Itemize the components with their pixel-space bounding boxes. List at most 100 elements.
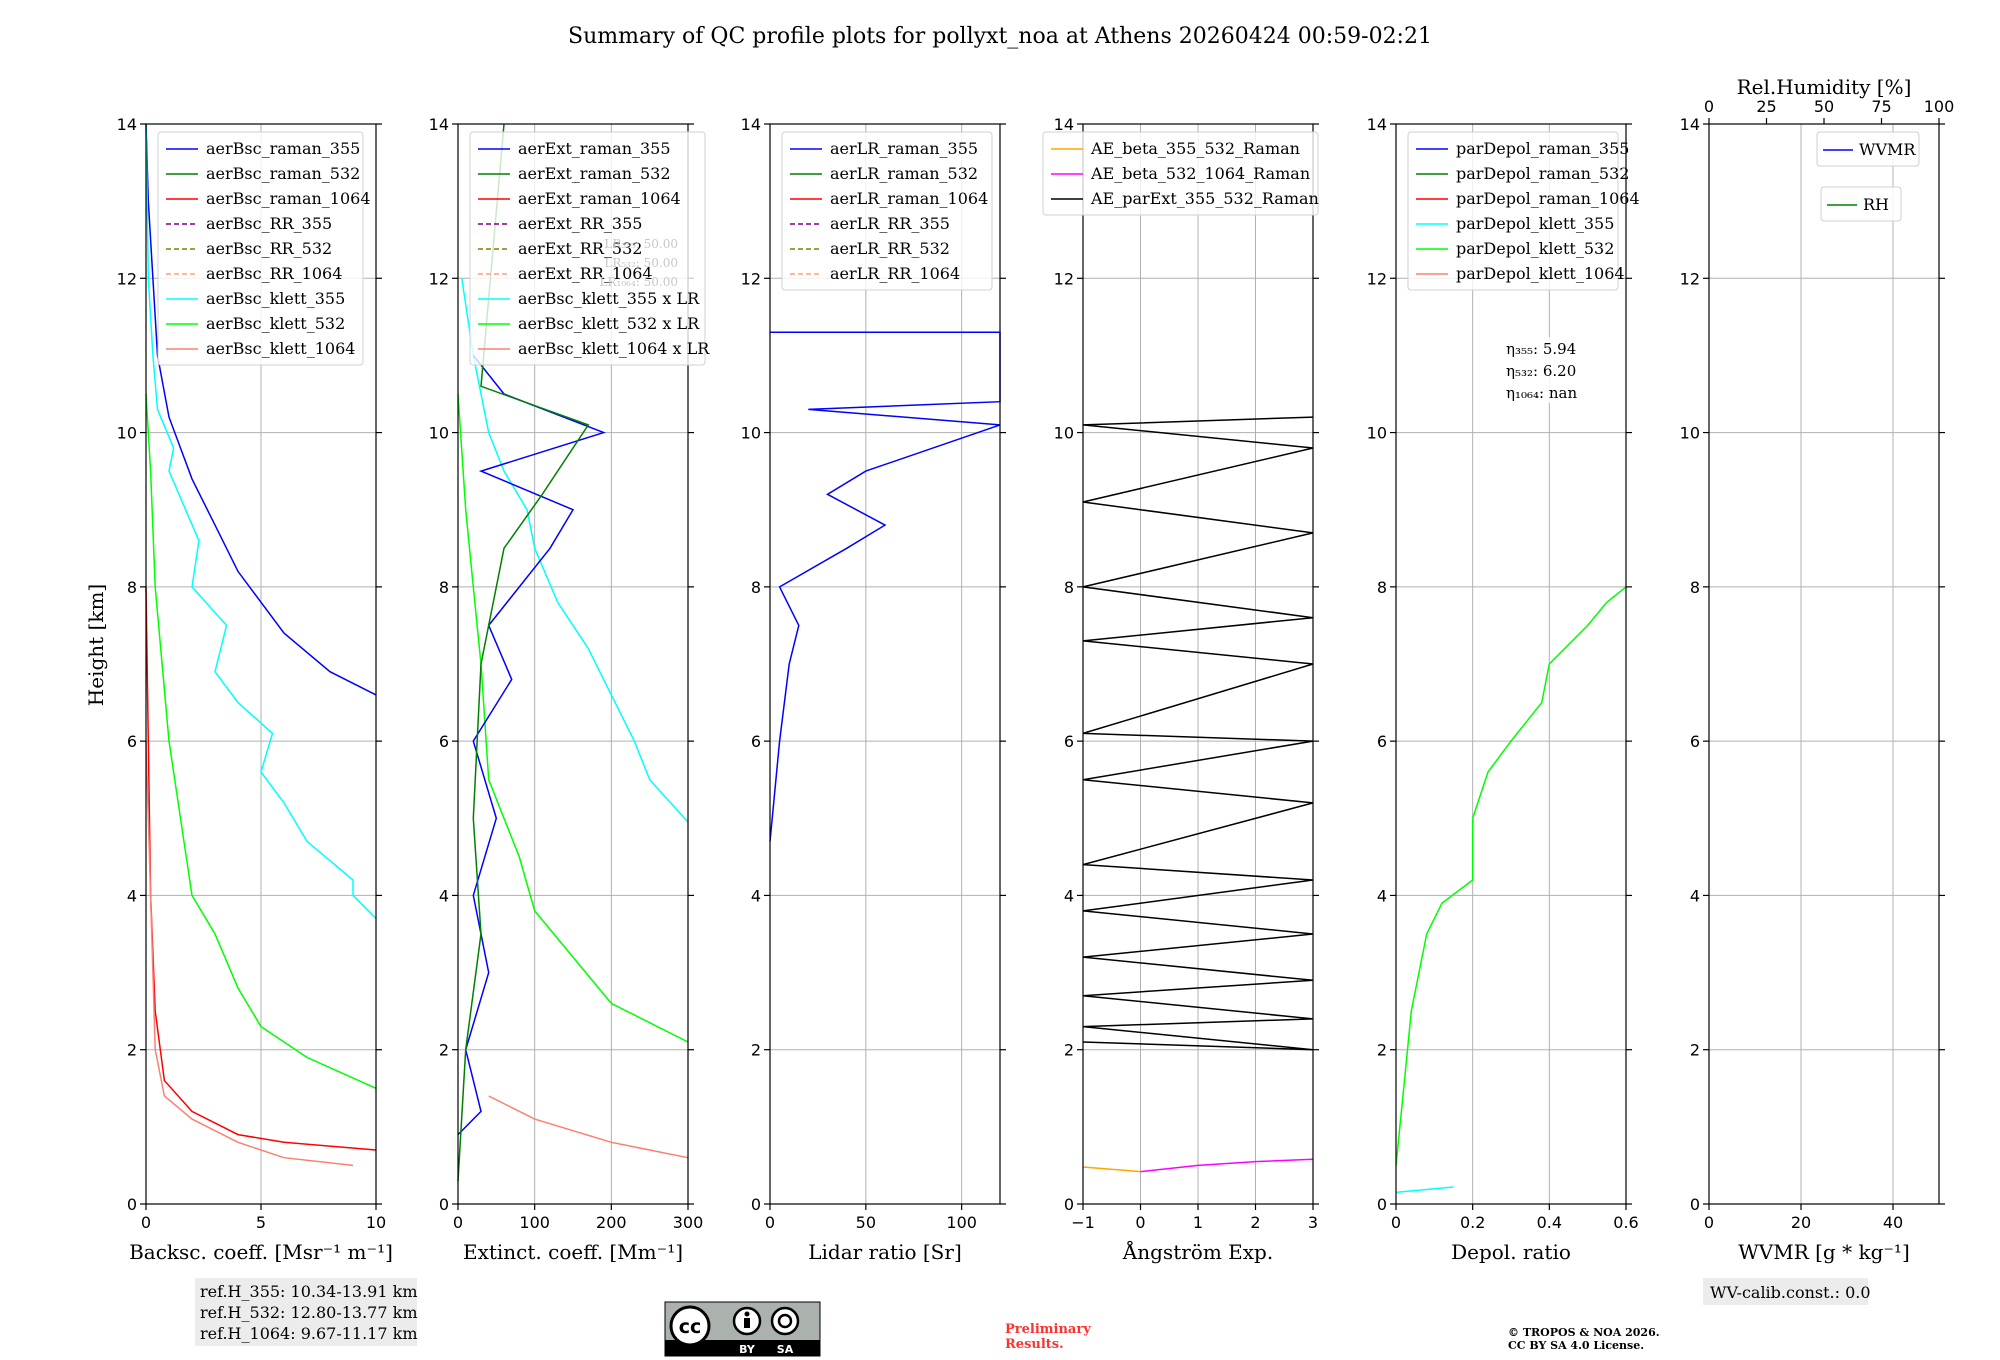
- x-axis-label: Depol. ratio: [1451, 1240, 1571, 1264]
- x-tick-label: 50: [856, 1213, 876, 1232]
- y-tick-label: 2: [439, 1041, 449, 1060]
- legend-label: aerLR_raman_1064: [830, 189, 988, 208]
- preliminary-text: Preliminary: [1005, 1322, 1091, 1337]
- legend-box: [469, 131, 706, 366]
- x-tick-label: 0: [1704, 1213, 1714, 1232]
- legend-label: aerBsc_klett_532 x LR: [518, 314, 700, 333]
- x-tick-label: 20: [1791, 1213, 1811, 1232]
- x-tick-label: 300: [673, 1213, 704, 1232]
- legend: parDepol_raman_355 parDepol_raman_532 parD…: [1407, 131, 1640, 291]
- legend-label: WVMR: [1859, 140, 1916, 159]
- y-tick-label: 6: [439, 732, 449, 751]
- y-tick-label: 4: [127, 886, 137, 905]
- y-tick-label: 2: [1377, 1041, 1387, 1060]
- y-tick-label: 12: [429, 269, 449, 288]
- axes-frame: [1395, 123, 1627, 1205]
- x-tick-label: 100: [946, 1213, 977, 1232]
- legend-label: aerBsc_klett_1064: [206, 339, 355, 358]
- legend-label: aerExt_RR_532: [518, 239, 642, 258]
- y-tick-label: 10: [1054, 424, 1074, 443]
- series-AE_beta_532_1064_Raman: [1140, 1158, 1314, 1173]
- x-tick-label: 3: [1308, 1213, 1318, 1232]
- y-tick-label: 10: [741, 424, 761, 443]
- y-tick-label: 0: [751, 1195, 761, 1214]
- ref-line-532: ref.H_532: 12.80-13.77 km: [200, 1303, 418, 1322]
- x-tick-label: 0: [453, 1213, 463, 1232]
- x-tick-label: 0.2: [1460, 1213, 1485, 1232]
- axes-frame: [769, 123, 1001, 1205]
- x-tick-label: 0: [1391, 1213, 1401, 1232]
- y-tick-label: 14: [117, 115, 137, 134]
- top-x-tick-label: 25: [1756, 97, 1776, 116]
- ref-line-1064: ref.H_1064: 9.67-11.17 km: [200, 1324, 418, 1343]
- legend-WVMR: WVMR: [1816, 131, 1920, 167]
- eta-label: η₃₅₅: 5.94: [1506, 340, 1576, 358]
- legend: aerLR_raman_355 aerLR_raman_532 aerLR_rama…: [781, 131, 993, 291]
- series-aerBsc_klett_1064 x LR: [488, 1095, 689, 1159]
- x-tick-label: 10: [366, 1213, 386, 1232]
- y-tick-label: 0: [439, 1195, 449, 1214]
- y-axis-label: Height [km]: [84, 584, 108, 706]
- y-tick-label: 4: [1064, 886, 1074, 905]
- y-tick-label: 12: [1367, 269, 1387, 288]
- top-x-tick-label: 50: [1814, 97, 1834, 116]
- copyright-line-2: CC BY SA 4.0 License.: [1508, 1339, 1644, 1352]
- top-axis-label: Rel.Humidity [%]: [1737, 75, 1912, 99]
- y-tick-label: 8: [1690, 578, 1700, 597]
- y-tick-label: 2: [1690, 1041, 1700, 1060]
- legend-box: [157, 131, 364, 366]
- x-axis-label: Ångström Exp.: [1122, 1239, 1273, 1264]
- x-axis-label: Extinct. coeff. [Mm⁻¹]: [463, 1240, 683, 1264]
- y-tick-label: 6: [1377, 732, 1387, 751]
- y-tick-label: 14: [1367, 115, 1387, 134]
- y-tick-label: 6: [127, 732, 137, 751]
- legend-label: aerLR_RR_1064: [830, 264, 960, 283]
- legend-label: aerExt_raman_1064: [518, 189, 681, 208]
- y-tick-label: 10: [117, 424, 137, 443]
- legend-label: aerExt_RR_1064: [518, 264, 653, 283]
- panel-depol: 0 2 4 6 8 10 12 14 0 0.2 0.4 0.6 Depol. ratio parDepo…: [1367, 115, 1640, 1264]
- legend-label: parDepol_raman_1064: [1456, 189, 1640, 208]
- series-AE_parExt_355_532_Raman: [1082, 416, 1314, 1051]
- eta-label: η₅₃₂: 6.20: [1506, 362, 1576, 380]
- y-tick-label: 8: [1377, 578, 1387, 597]
- y-tick-label: 10: [1680, 424, 1700, 443]
- y-tick-label: 4: [439, 886, 449, 905]
- legend-label: parDepol_raman_355: [1456, 139, 1629, 158]
- legend-box: [1042, 131, 1319, 216]
- legend-label: aerBsc_RR_355: [206, 214, 332, 233]
- x-tick-label: 0: [141, 1213, 151, 1232]
- legend-label: aerBsc_raman_355: [206, 139, 360, 158]
- y-tick-label: 10: [429, 424, 449, 443]
- eta-bg: [1501, 337, 1601, 403]
- legend-label: AE_beta_355_532_Raman: [1090, 139, 1300, 158]
- sa-icon: [770, 1306, 800, 1336]
- x-tick-label: 0.4: [1537, 1213, 1562, 1232]
- series-aerLR_raman_355: [769, 331, 1001, 842]
- wv-calib-box: WV-calib.const.: 0.0: [1703, 1278, 1871, 1305]
- y-tick-label: 4: [1690, 886, 1700, 905]
- legend-label: aerBsc_raman_532: [206, 164, 360, 183]
- legend-label: aerBsc_klett_532: [206, 314, 345, 333]
- x-tick-label: 2: [1250, 1213, 1260, 1232]
- legend-RH: RH: [1820, 186, 1902, 222]
- lr-annotation: LR₅₃₂: 50.00: [604, 256, 678, 270]
- series-aerBsc_klett_355 x LR: [461, 278, 689, 823]
- y-tick-label: 2: [751, 1041, 761, 1060]
- copyright-line-1: © TROPOS & NOA 2026.: [1508, 1326, 1660, 1339]
- axes-frame: [457, 123, 689, 1205]
- y-tick-label: 14: [429, 115, 449, 134]
- x-tick-label: 5: [256, 1213, 266, 1232]
- legend-label: AE_beta_532_1064_Raman: [1090, 164, 1310, 183]
- legend-label: aerBsc_klett_355 x LR: [518, 289, 700, 308]
- legend-label: aerExt_RR_355: [518, 214, 642, 233]
- legend-label: aerLR_RR_355: [830, 214, 950, 233]
- y-tick-label: 12: [1680, 269, 1700, 288]
- figure-title: Summary of QC profile plots for pollyxt_…: [568, 24, 1432, 49]
- legend-label: aerLR_raman_532: [830, 164, 978, 183]
- y-tick-label: 6: [1064, 732, 1074, 751]
- y-tick-label: 12: [117, 269, 137, 288]
